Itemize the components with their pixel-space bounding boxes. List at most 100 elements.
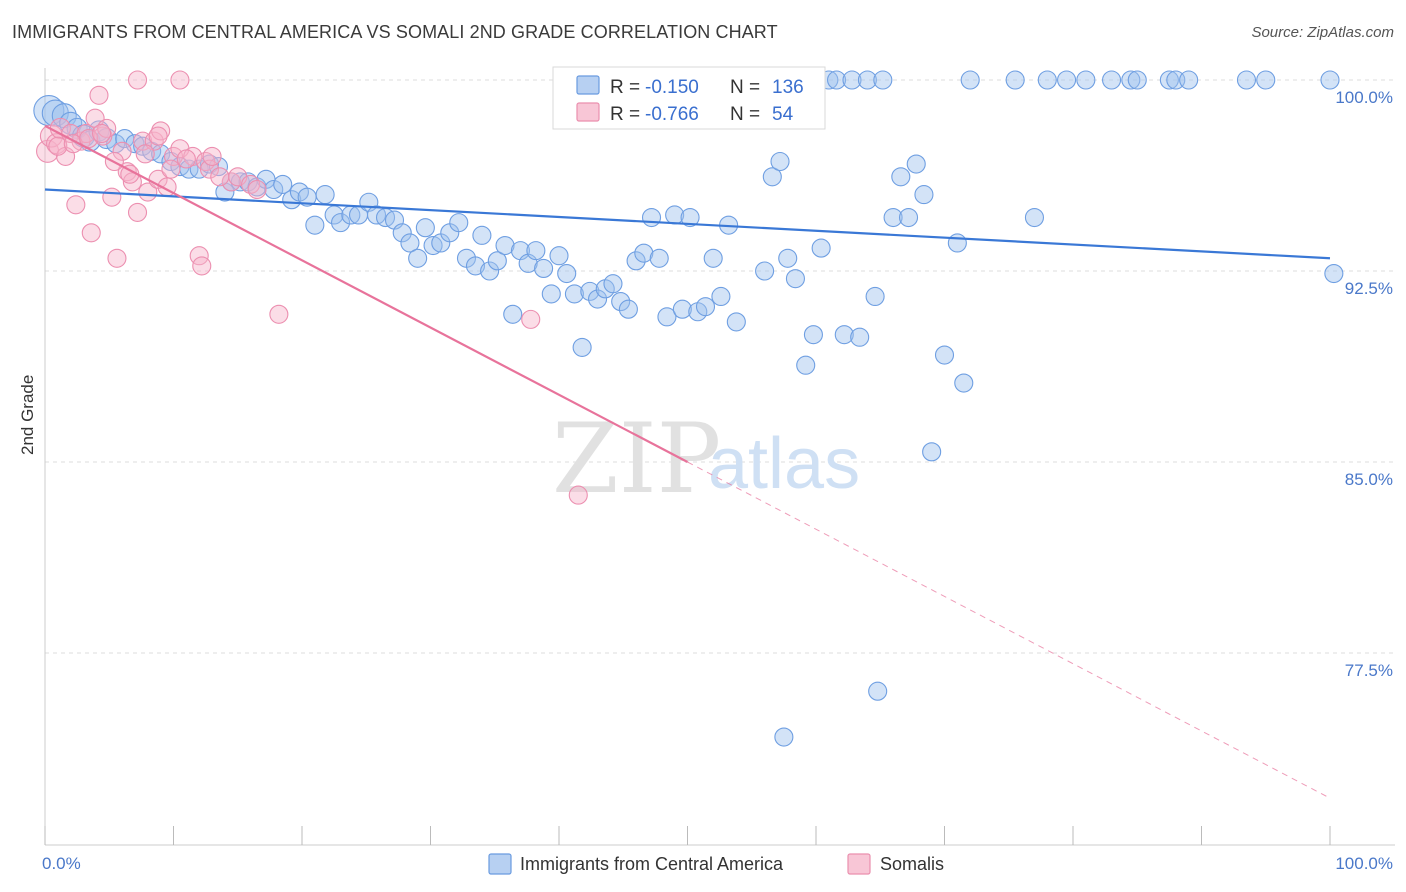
point-central-america-90 (770, 151, 790, 172)
point-somalis-41 (521, 309, 541, 329)
point-central-america-126 (1256, 70, 1276, 90)
point-central-america-52 (472, 225, 492, 245)
point-central-america-79 (680, 207, 700, 228)
legend: R = -0.150 N = 136 R = -0.766 N = 54 (552, 66, 826, 130)
bottom-legend-swatch-pink (847, 853, 871, 875)
point-central-america-95 (811, 238, 831, 258)
legend-r-label-1: R = (610, 77, 640, 98)
point-central-america-107 (906, 154, 926, 174)
point-central-america-69 (603, 274, 623, 294)
point-central-america-114 (1005, 70, 1025, 90)
point-central-america-49 (449, 213, 469, 233)
point-central-america-101 (857, 70, 877, 90)
y-tick-label-0: 100.0% (1335, 88, 1393, 107)
point-somalis-42 (568, 485, 588, 505)
point-central-america-63 (557, 263, 577, 284)
point-central-america-97 (827, 70, 847, 90)
point-somalis-43 (48, 136, 68, 156)
point-central-america-91 (778, 248, 798, 268)
point-somalis-49 (135, 144, 155, 164)
point-somalis-34 (221, 172, 241, 192)
point-central-america-124 (1179, 70, 1199, 90)
point-central-america-33 (315, 185, 335, 205)
point-central-america-98 (834, 325, 854, 345)
point-central-america-12 (133, 136, 153, 156)
y-tick-label-1: 92.5% (1345, 279, 1393, 298)
legend-n-value-2: 54 (772, 104, 794, 125)
point-central-america-122 (1159, 70, 1179, 90)
point-central-america-29 (282, 190, 302, 210)
point-central-america-27 (264, 179, 284, 200)
point-central-america-64 (564, 284, 584, 304)
point-somalis-52 (176, 149, 196, 169)
trend-line-solid-1 (44, 124, 689, 463)
point-somalis-40 (269, 304, 289, 324)
point-central-america-60 (534, 258, 554, 279)
point-central-america-99 (842, 70, 862, 90)
trend-lines (44, 124, 1331, 799)
point-central-america-106 (898, 207, 919, 228)
point-central-america-4 (66, 117, 88, 139)
point-somalis-14 (102, 187, 122, 207)
point-somalis-15 (107, 248, 127, 268)
point-central-america-67 (587, 289, 608, 309)
point-central-america-115 (1024, 207, 1044, 228)
point-somalis-19 (127, 202, 148, 222)
point-somalis-46 (91, 123, 112, 144)
point-central-america-108 (914, 185, 934, 205)
point-central-america-85 (726, 312, 746, 332)
chart-title: IMMIGRANTS FROM CENTRAL AMERICA VS SOMAL… (12, 22, 778, 42)
point-somalis-13 (97, 118, 117, 138)
series-somalis-points (36, 70, 588, 505)
point-somalis-11 (89, 85, 109, 105)
point-central-america-35 (330, 213, 351, 233)
bottom-legend-label-somalis: Somalis (880, 854, 944, 874)
point-central-america-76 (657, 307, 677, 327)
point-central-america-82 (703, 248, 723, 268)
x-tick-label-1: 100.0% (1335, 854, 1393, 873)
point-central-america-28 (273, 174, 293, 194)
trend-line-dashed-1 (687, 461, 1331, 799)
bottom-legend-label-central-america: Immigrants from Central America (520, 854, 784, 874)
point-somalis-32 (199, 159, 220, 179)
point-central-america-128 (1324, 263, 1344, 284)
point-central-america-125 (1236, 70, 1257, 90)
point-central-america-127 (1320, 70, 1340, 90)
point-central-america-92 (785, 269, 805, 289)
point-somalis-37 (247, 179, 267, 200)
point-central-america-44 (408, 248, 428, 268)
point-central-america-74 (641, 207, 662, 228)
point-central-america-130 (868, 681, 888, 701)
point-somalis-16 (112, 141, 132, 161)
bottom-legend: Immigrants from Central America Somalis (488, 853, 944, 875)
point-central-america-89 (762, 167, 782, 187)
legend-r-label-2: R = (610, 104, 640, 125)
point-central-america-21 (215, 182, 235, 202)
y-tick-label-2: 85.0% (1345, 470, 1393, 489)
point-central-america-111 (947, 233, 967, 253)
point-central-america-104 (883, 207, 903, 228)
point-somalis-8 (76, 123, 96, 144)
watermark-atlas: atlas (708, 424, 860, 504)
point-central-america-93 (796, 355, 816, 375)
point-somalis-39 (170, 70, 190, 90)
point-somalis-21 (138, 182, 158, 202)
point-central-america-65 (572, 337, 592, 357)
point-central-america-71 (618, 299, 638, 319)
point-central-america-118 (1076, 70, 1096, 90)
point-central-america-73 (634, 243, 654, 263)
point-central-america-32 (305, 215, 325, 235)
point-central-america-120 (1121, 70, 1141, 90)
point-central-america-45 (415, 218, 435, 238)
point-somalis-6 (66, 195, 86, 215)
point-central-america-75 (649, 248, 669, 268)
point-central-america-100 (850, 327, 870, 347)
point-somalis-50 (148, 126, 168, 146)
point-central-america-81 (695, 297, 716, 317)
point-somalis-53 (210, 167, 230, 187)
point-central-america-113 (960, 70, 980, 90)
point-central-america-117 (1057, 70, 1077, 90)
point-central-america-18 (189, 159, 209, 179)
bottom-legend-swatch-blue (488, 853, 512, 875)
